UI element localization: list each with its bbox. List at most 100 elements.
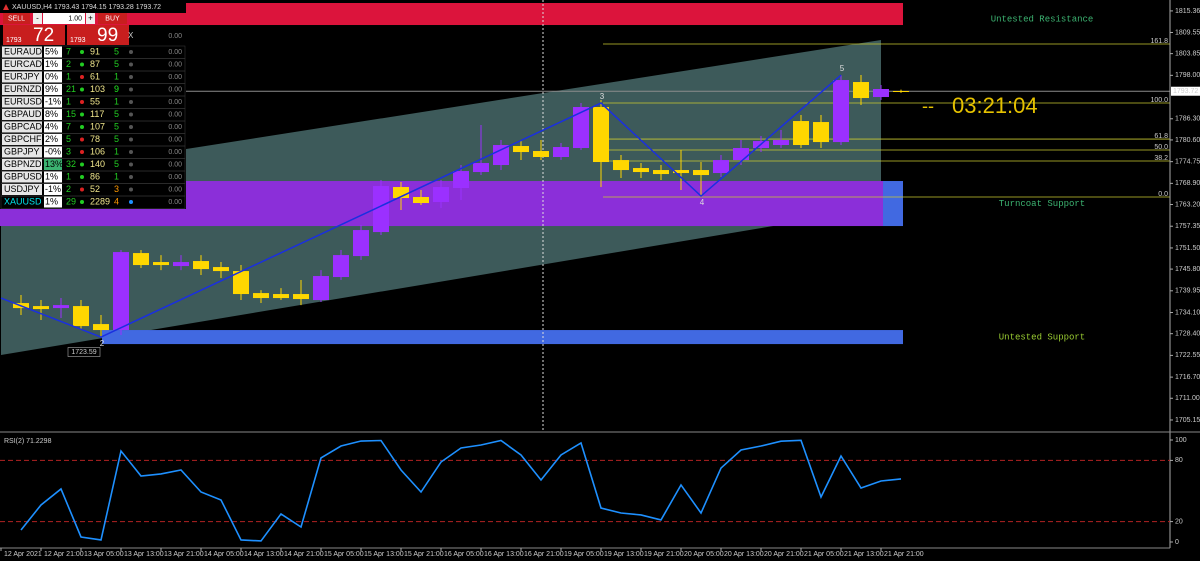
count-b: 2289 — [90, 196, 110, 206]
symbol-name: EURCAD — [4, 59, 43, 69]
pct-value: -0% — [45, 146, 61, 156]
buy-button[interactable] — [98, 13, 127, 24]
y-tick-label: 1803.85 — [1175, 50, 1200, 57]
x-tick-label: 14 Apr 13:00 — [244, 551, 284, 558]
ask-price-box[interactable] — [67, 25, 129, 46]
symbol-cell[interactable] — [2, 96, 42, 108]
y-tick-label: 1757.35 — [1175, 223, 1200, 230]
title-bar — [0, 0, 186, 13]
pct-cell — [44, 196, 62, 208]
ask-price-tail: 99 — [97, 25, 118, 46]
x-tick-label: 19 Apr 05:00 — [564, 551, 604, 558]
symbol-cell[interactable] — [2, 121, 42, 133]
chart-icon — [3, 4, 9, 10]
signal-dot — [80, 112, 84, 117]
count-a: 2 — [66, 59, 71, 69]
candle-body — [433, 187, 449, 203]
current-price-box — [1171, 86, 1200, 96]
lot-input[interactable] — [43, 13, 85, 24]
count-a: 32 — [66, 159, 76, 169]
zigzag-label: 3 — [600, 92, 605, 101]
symbol-name: USDJPY — [4, 184, 40, 194]
lot-plus[interactable] — [86, 13, 95, 24]
count-c: 4 — [114, 196, 119, 206]
pct-cell — [44, 84, 62, 95]
plus-label: + — [88, 14, 93, 23]
sr-zone — [102, 330, 903, 345]
pct-cell — [44, 46, 62, 58]
count-c: 5 — [114, 159, 119, 169]
count-b: 87 — [90, 59, 100, 69]
sell-button[interactable] — [3, 13, 30, 24]
candle-body — [153, 262, 169, 266]
table-close[interactable]: X — [128, 31, 134, 40]
candle-body — [293, 294, 309, 300]
rsi-tick-label: 0 — [1175, 539, 1179, 546]
symbol-cell[interactable] — [2, 109, 42, 120]
candle-body — [513, 146, 529, 153]
count-b: 106 — [90, 146, 105, 156]
count-c: 1 — [114, 71, 119, 81]
x-tick-label: 13 Apr 13:00 — [124, 551, 164, 558]
pct-value: 1% — [45, 171, 58, 181]
row-profit: 0.00 — [168, 99, 182, 106]
count-a: 21 — [66, 84, 76, 94]
symbol-cell[interactable] — [2, 46, 42, 58]
status-dot — [129, 62, 133, 67]
pct-cell — [44, 121, 62, 133]
sell-label: SELL — [8, 15, 25, 22]
x-tick-label: 19 Apr 13:00 — [604, 551, 644, 558]
candle-body — [493, 145, 509, 166]
fib-label: 61.8 — [1154, 133, 1168, 140]
symbol-cell[interactable] — [2, 171, 42, 183]
pct-value: -1% — [45, 184, 61, 194]
status-dot — [129, 75, 133, 79]
count-c: 3 — [114, 184, 119, 194]
y-tick-label: 1763.20 — [1175, 201, 1200, 208]
candle-body — [33, 306, 49, 310]
candle-body — [873, 89, 889, 98]
rsi-tick-label: 20 — [1175, 518, 1183, 525]
y-tick-label: 1751.50 — [1175, 245, 1200, 252]
candle-body — [733, 148, 749, 161]
signal-dot — [80, 200, 84, 204]
status-dot — [129, 112, 133, 117]
lot-minus[interactable] — [33, 13, 42, 24]
symbol-cell[interactable] — [2, 184, 42, 195]
symbol-name: GBPCAD — [4, 121, 43, 131]
candle-body — [353, 230, 369, 257]
status-dot — [129, 87, 133, 92]
count-b: 140 — [90, 159, 105, 169]
symbol-cell[interactable] — [2, 159, 42, 170]
x-tick-label: 16 Apr 21:00 — [524, 551, 564, 558]
symbol-cell[interactable] — [2, 71, 42, 83]
y-tick-label: 1711.00 — [1175, 395, 1200, 402]
candle-body — [833, 80, 849, 143]
x-tick-label: 15 Apr 05:00 — [324, 551, 364, 558]
status-dot — [129, 100, 133, 104]
bid-price-tail: 72 — [33, 25, 54, 46]
candle-body — [893, 91, 909, 93]
x-tick-label: 12 Apr 2021 — [4, 551, 42, 558]
y-tick-label: 1786.30 — [1175, 116, 1200, 123]
symbol-cell[interactable] — [2, 84, 42, 95]
symbol-name: EURNZD — [4, 84, 42, 94]
pct-cell — [44, 146, 62, 158]
rsi-tick-label: 100 — [1175, 437, 1187, 444]
symbol-cell[interactable] — [2, 146, 42, 158]
candle-body — [473, 163, 489, 173]
y-tick-label: 1734.10 — [1175, 309, 1200, 316]
candle-body — [653, 170, 669, 175]
symbol-cell[interactable] — [2, 59, 42, 70]
bid-price-box[interactable] — [3, 25, 65, 46]
symbol-cell[interactable] — [2, 196, 42, 208]
buy-label: BUY — [105, 15, 120, 22]
row-profit: 0.00 — [168, 136, 182, 143]
row-profit: 0.00 — [168, 49, 182, 56]
pct-cell — [44, 96, 62, 108]
x-tick-label: 20 Apr 21:00 — [764, 551, 804, 558]
pct-value: 4% — [45, 121, 58, 131]
symbol-cell[interactable] — [2, 134, 42, 145]
